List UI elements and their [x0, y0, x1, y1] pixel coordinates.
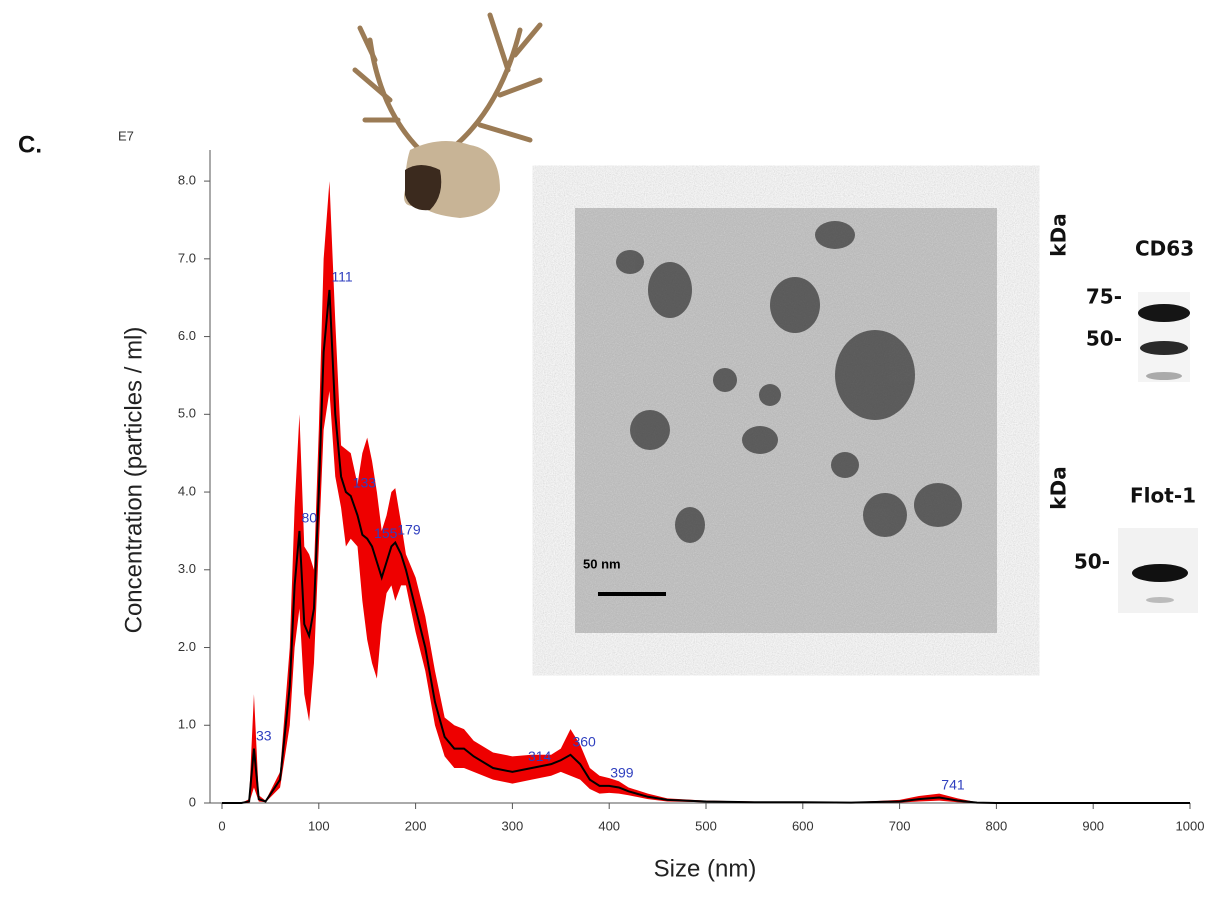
x-tick-label: 800 [986, 818, 1008, 833]
y-tick-label: 0 [189, 794, 196, 809]
x-tick-label: 400 [598, 818, 620, 833]
blot-flot1: kDa Flot-1 50- [1047, 466, 1198, 613]
blot-marker: 50- [1086, 327, 1122, 351]
y-tick-label: 4.0 [178, 483, 196, 498]
x-tick-label: 900 [1082, 818, 1104, 833]
mean-line [222, 289, 1190, 804]
y-tick-label: 8.0 [178, 173, 196, 188]
peak-label: 155 [374, 525, 398, 541]
x-axis-label: Size (nm) [654, 855, 757, 882]
peak-label: 80 [301, 510, 317, 526]
blot-cd63: kDa CD63 75- 50- [1047, 213, 1194, 382]
panel-label: C. [18, 131, 42, 158]
y-axis-label: Concentration (particles / ml) [120, 327, 147, 634]
peak-label: 111 [331, 269, 352, 285]
y-tick-label: 5.0 [178, 406, 196, 421]
blot-unit: kDa [1047, 466, 1071, 509]
peak-label: 33 [256, 727, 272, 743]
blot-marker: 75- [1086, 285, 1122, 309]
y-tick-label: 1.0 [178, 717, 196, 732]
x-tick-label: 600 [792, 818, 814, 833]
y-tick-label: 6.0 [178, 328, 196, 343]
blot-unit: kDa [1047, 213, 1071, 256]
reindeer-image [352, 12, 543, 218]
y-tick-label: 2.0 [178, 639, 196, 654]
blot-marker: 50- [1074, 550, 1110, 574]
x-tick-label: 1000 [1176, 818, 1205, 833]
y-multiplier: E7 [118, 128, 134, 143]
peak-label: 314 [528, 748, 552, 764]
blot-name: CD63 [1135, 237, 1194, 261]
x-tick-label: 300 [502, 818, 524, 833]
peak-label: 399 [610, 765, 634, 781]
peak-label: 133 [353, 475, 377, 491]
y-tick-label: 3.0 [178, 561, 196, 576]
peak-label: 360 [572, 734, 596, 750]
plot-area: 0 100 200 300 400 500 600 700 800 900 1000 0 1.0 2.0 3… [178, 173, 1205, 834]
peak-label: 741 [941, 776, 965, 792]
x-tick-label: 0 [218, 818, 225, 833]
blot-name: Flot-1 [1130, 484, 1196, 508]
x-tick-label: 500 [695, 818, 717, 833]
x-tick-label: 700 [889, 818, 911, 833]
x-tick-label: 100 [308, 818, 330, 833]
tem-image: 50 nm [575, 208, 997, 633]
peak-label: 179 [397, 521, 421, 537]
scale-bar [598, 592, 666, 596]
x-tick-label: 200 [405, 818, 427, 833]
y-tick-label: 7.0 [178, 250, 196, 265]
scale-bar-label: 50 nm [583, 556, 621, 571]
